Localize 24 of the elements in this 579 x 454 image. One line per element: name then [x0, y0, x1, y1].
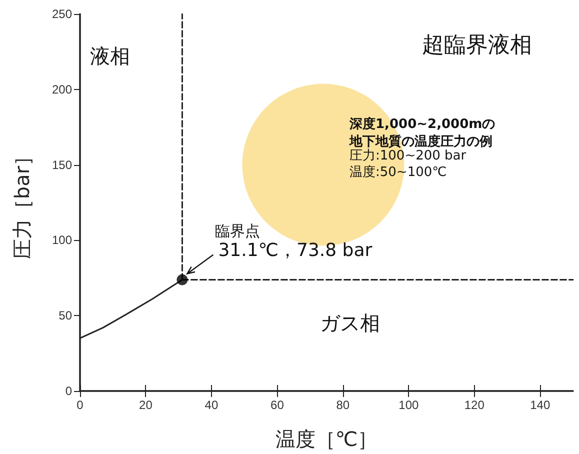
y-tick-label: 50 [58, 308, 72, 323]
annotation: 深度1,000~2,000mの地下地質の温度圧力の例 [348, 116, 496, 150]
annotation: 温度:50~100℃ [350, 164, 447, 180]
annotation: 液相 [90, 44, 130, 68]
annotation: 圧力:100~200 bar [350, 148, 467, 164]
annotation: ガス相 [320, 311, 380, 336]
y-tick-label: 200 [52, 82, 72, 96]
x-tick-label: 60 [270, 398, 284, 412]
x-tick-label: 100 [398, 398, 419, 412]
x-axis-title: 温度［℃］ [275, 427, 378, 451]
x-tick-label: 140 [530, 398, 550, 412]
x-tick-label: 0 [76, 398, 84, 412]
x-tick-label: 20 [139, 398, 153, 412]
x-tick-label: 80 [336, 398, 350, 412]
x-tick-label: 120 [464, 398, 485, 412]
annotation: 臨界点 [214, 222, 260, 240]
x-tick-label: 40 [204, 398, 218, 412]
y-tick-label: 0 [65, 384, 72, 398]
y-axis-title: 圧力［bar］ [10, 146, 34, 260]
annotation: 31.1℃，73.8 bar [218, 240, 373, 262]
y-tick-label: 250 [52, 7, 72, 21]
annotation: 超臨界液相 [422, 33, 532, 58]
y-tick-label: 150 [52, 158, 72, 172]
y-tick-label: 100 [52, 233, 72, 248]
